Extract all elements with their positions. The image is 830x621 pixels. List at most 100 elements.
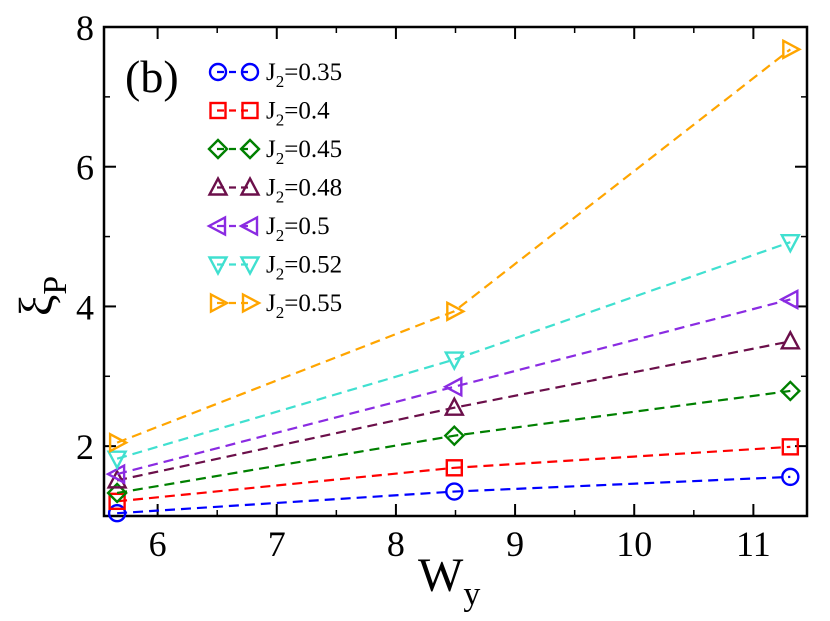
legend-label: J2=0.5 <box>266 213 330 245</box>
data-point <box>105 463 126 485</box>
legend-marker <box>206 215 227 237</box>
series-4 <box>105 288 799 485</box>
x-tick-label: 11 <box>736 524 771 564</box>
legend-item: J2=0.48 <box>207 175 342 207</box>
legend-label-value: =0.55 <box>284 290 342 317</box>
x-axis-title-main: W <box>418 549 464 602</box>
series-line <box>116 48 791 444</box>
legend-item: J2=0.5 <box>206 213 330 245</box>
legend-marker <box>209 292 230 314</box>
data-point <box>445 482 464 501</box>
legend-label-main: J <box>266 213 276 240</box>
legend-label: J2=0.48 <box>266 175 342 207</box>
series-0 <box>107 467 800 523</box>
legend-label-sub: 2 <box>276 111 285 130</box>
data-point <box>445 459 464 477</box>
series-5 <box>106 233 801 471</box>
y-tick-label: 2 <box>76 427 94 467</box>
legend-label-value: =0.35 <box>284 59 342 86</box>
legend-marker <box>240 62 260 82</box>
legend-marker <box>239 256 261 277</box>
legend-marker <box>239 138 261 160</box>
series-layer <box>105 38 802 523</box>
legend-label-main: J <box>266 175 276 202</box>
x-tick-label: 8 <box>387 524 405 564</box>
legend-marker <box>208 62 228 82</box>
legend-label-value: =0.5 <box>284 213 329 240</box>
legend-item: J2=0.35 <box>208 59 342 91</box>
legend: J2=0.35J2=0.4J2=0.45J2=0.48J2=0.5J2=0.52… <box>206 59 342 322</box>
legend-label-main: J <box>266 290 276 317</box>
legend-marker <box>207 138 229 160</box>
legend-marker <box>207 256 229 277</box>
legend-label-sub: 2 <box>276 149 285 168</box>
data-point <box>443 396 465 416</box>
x-tick-label: 7 <box>268 524 286 564</box>
axis-ticks: 6 7 8 9 10 11 2 4 6 8 <box>76 8 807 564</box>
legend-label: J2=0.52 <box>266 252 342 284</box>
legend-label-value: =0.52 <box>284 252 342 279</box>
legend-label-sub: 2 <box>276 72 285 91</box>
y-axis-title: ξP <box>10 276 74 316</box>
legend-label-value: =0.4 <box>284 98 330 125</box>
series-1 <box>108 438 800 511</box>
series-line <box>116 340 791 482</box>
x-tick-label: 6 <box>149 524 167 564</box>
series-6 <box>108 38 802 454</box>
series-line <box>117 475 791 515</box>
data-point <box>781 467 800 487</box>
legend-label: J2=0.35 <box>266 59 342 91</box>
data-point <box>779 233 801 254</box>
series-line <box>116 389 791 495</box>
legend-label-sub: 2 <box>276 303 285 322</box>
series-line <box>116 241 791 460</box>
data-point <box>108 432 129 454</box>
legend-label-main: J <box>266 136 276 163</box>
legend-item: J2=0.52 <box>207 252 342 284</box>
data-point <box>106 482 128 504</box>
data-point <box>106 468 128 489</box>
series-2 <box>106 380 802 504</box>
legend-label-sub: 2 <box>276 265 285 284</box>
data-point <box>107 504 127 523</box>
legend-item: J2=0.45 <box>207 136 342 168</box>
legend-label-value: =0.48 <box>284 175 342 202</box>
x-tick-label: 9 <box>506 524 524 564</box>
legend-label: J2=0.45 <box>266 136 342 168</box>
data-point <box>108 492 126 511</box>
x-axis-title: Wy <box>418 549 480 613</box>
legend-label-main: J <box>266 59 276 86</box>
legend-label-value: =0.45 <box>284 136 342 163</box>
data-point <box>778 288 799 310</box>
y-tick-label: 4 <box>76 287 94 327</box>
y-axis-title-sub: P <box>37 276 74 295</box>
x-axis-title-sub: y <box>463 576 480 613</box>
data-point <box>442 376 463 398</box>
data-point <box>443 351 465 372</box>
x-tick-label: 10 <box>616 524 652 564</box>
legend-marker <box>207 175 229 196</box>
legend-label-sub: 2 <box>276 188 285 207</box>
legend-marker <box>238 215 259 237</box>
legend-marker <box>241 292 262 314</box>
legend-item: J2=0.55 <box>209 290 342 322</box>
y-tick-label: 8 <box>76 8 94 48</box>
y-axis-title-main: ξ <box>10 295 63 316</box>
y-tick-label: 6 <box>76 148 94 188</box>
data-point <box>446 300 466 322</box>
legend-label: J2=0.55 <box>266 290 342 322</box>
data-point <box>443 424 466 447</box>
legend-label-main: J <box>266 252 276 279</box>
legend-label: J2=0.4 <box>266 98 330 130</box>
legend-marker <box>209 101 227 120</box>
data-point <box>779 329 801 350</box>
data-point <box>782 38 802 60</box>
data-point <box>106 450 128 471</box>
legend-label-sub: 2 <box>276 226 285 245</box>
series-3 <box>106 329 801 489</box>
data-point <box>781 438 800 456</box>
series-line <box>116 445 791 503</box>
legend-item: J2=0.4 <box>209 98 330 130</box>
panel-label: (b) <box>125 51 179 102</box>
